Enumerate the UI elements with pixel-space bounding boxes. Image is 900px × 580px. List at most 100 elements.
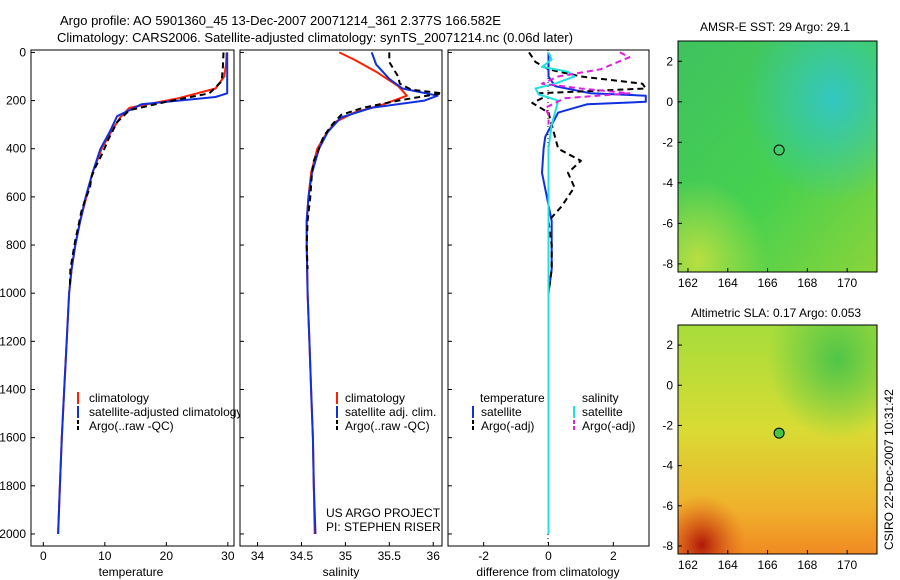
sst-map-panel: AMSR-E SST: 29 Argo: 29.1 162 164 166 168 17… <box>662 20 878 290</box>
depth-axis: 0 200 400 600 800 1000 1200 1400 1600 1800 2000 <box>0 45 35 541</box>
series-satellite-adj-clim <box>305 52 439 535</box>
y-tick-label: 1200 <box>0 334 26 348</box>
x-tick-label: 0 <box>40 549 47 563</box>
legend-label-argo: Argo(..raw -QC) <box>89 419 174 433</box>
salinity-axes-frame <box>239 49 443 547</box>
lat-tick-label: -4 <box>662 459 673 473</box>
sla-red-shading <box>678 325 877 554</box>
sst-longitude-axis: 162 164 166 168 170 <box>678 268 857 290</box>
y-tick-label: 1800 <box>0 479 26 493</box>
lat-tick-label: 0 <box>666 95 673 109</box>
temperature-profile-panel: 0 200 400 600 800 1000 1200 1400 1600 1800 2000 0 1… <box>0 45 242 579</box>
legend-label-satellite: satellite adj. clim. <box>345 405 436 419</box>
legend-label-climatology: climatology <box>89 391 149 405</box>
x-tick-label: 35 <box>339 549 353 563</box>
x-tick-label: 34.5 <box>290 549 314 563</box>
lat-tick-label: -8 <box>662 257 673 271</box>
sst-yellow-shading <box>678 41 877 272</box>
series-salinity-argo-adj <box>541 51 631 125</box>
y-tick-label: 600 <box>6 190 26 204</box>
sla-longitude-axis: 162 164 166 168 170 <box>678 550 857 572</box>
lat-tick-label: -6 <box>662 216 673 230</box>
difference-x-label: difference from climatology <box>476 565 619 579</box>
temperature-x-axis: 0 10 20 30 <box>40 542 235 563</box>
legend-label-temp-argo: Argo(-adj) <box>481 419 534 433</box>
figure-title-line1: Argo profile: AO 5901360_45 13-Dec-2007 … <box>60 13 501 28</box>
salinity-legend: climatology satellite adj. clim. Argo(..… <box>336 391 436 433</box>
sst-map-title: AMSR-E SST: 29 Argo: 29.1 <box>700 20 850 34</box>
series-satellite-adjusted-climatology <box>57 52 229 535</box>
sst-latitude-axis: 2 0 -2 -4 -6 -8 <box>662 54 682 271</box>
y-tick-label: 1600 <box>0 431 26 445</box>
lat-tick-label: -8 <box>662 539 673 553</box>
series-argo-raw-qc <box>305 52 443 270</box>
y-tick-label: 2000 <box>0 527 26 541</box>
sla-map-panel: Altimetric SLA: 0.17 Argo: 0.053 162 164 1… <box>662 306 878 572</box>
lat-tick-label: -6 <box>662 499 673 513</box>
y-tick-label: 0 <box>19 45 26 59</box>
difference-series <box>528 51 647 534</box>
lat-tick-label: 0 <box>666 378 673 392</box>
y-tick-label: 1400 <box>0 382 26 396</box>
y-tick-label: 200 <box>6 94 26 108</box>
pi-credit: PI: STEPHEN RISER <box>326 520 441 534</box>
x-tick-label: 36 <box>427 549 441 563</box>
lon-tick-label: 170 <box>837 558 857 572</box>
x-tick-label: 20 <box>160 549 174 563</box>
temperature-series <box>57 52 229 535</box>
legend-label-sal-argo: Argo(-adj) <box>582 419 635 433</box>
project-credit: US ARGO PROJECT <box>326 506 441 520</box>
lon-tick-label: 168 <box>797 276 817 290</box>
sla-map-frame <box>677 324 878 555</box>
legend-label-satellite: satellite-adjusted climatology <box>89 405 242 419</box>
legend-label-temp-satellite: satellite <box>481 405 522 419</box>
sst-map-frame <box>677 40 878 273</box>
series-temperature-satellite <box>541 52 647 534</box>
lon-tick-label: 162 <box>678 276 698 290</box>
lat-tick-label: 2 <box>666 54 673 68</box>
x-tick-label: -2 <box>478 549 489 563</box>
lat-tick-label: -2 <box>662 418 673 432</box>
legend-label-argo: Argo(..raw -QC) <box>345 419 430 433</box>
salinity-series <box>305 51 443 535</box>
sst-float-position-marker <box>773 144 785 156</box>
lat-tick-label: -4 <box>662 176 673 190</box>
x-tick-label: 35.5 <box>378 549 402 563</box>
y-tick-label: 800 <box>6 238 26 252</box>
temperature-x-label: temperature <box>99 565 164 579</box>
lon-tick-label: 164 <box>718 276 738 290</box>
y-tick-label: 1000 <box>0 286 26 300</box>
x-tick-label: 2 <box>610 549 617 563</box>
lon-tick-label: 164 <box>718 558 738 572</box>
lat-tick-label: -2 <box>662 135 673 149</box>
figure-title-line2: Climatology: CARS2006. Satellite-adjuste… <box>57 30 573 45</box>
y-tick-label: 400 <box>6 142 26 156</box>
lon-tick-label: 170 <box>837 276 857 290</box>
lon-tick-label: 166 <box>758 276 778 290</box>
lat-tick-label: 2 <box>666 338 673 352</box>
legend-label-sal-satellite: satellite <box>582 405 623 419</box>
series-salinity-satellite <box>534 51 576 534</box>
x-tick-label: 0 <box>545 549 552 563</box>
legend-header-salinity: salinity <box>582 391 619 405</box>
salinity-x-axis: 34 34.5 35 35.5 36 <box>251 542 440 563</box>
lon-tick-label: 168 <box>797 558 817 572</box>
lon-tick-label: 162 <box>678 558 698 572</box>
x-tick-label: 10 <box>98 549 112 563</box>
salinity-x-label: salinity <box>323 565 360 579</box>
sla-float-position-marker <box>773 427 785 439</box>
legend-label-climatology: climatology <box>345 391 405 405</box>
difference-legend: temperature salinity satellite Argo(-adj… <box>472 391 635 433</box>
sla-map-title: Altimetric SLA: 0.17 Argo: 0.053 <box>691 306 861 320</box>
x-tick-label: 34 <box>251 549 265 563</box>
salinity-profile-panel: 34 34.5 35 35.5 36 salinity climatology sate… <box>239 49 443 579</box>
lon-tick-label: 166 <box>758 558 778 572</box>
temperature-legend: climatology satellite-adjusted climatolo… <box>77 391 242 433</box>
sla-latitude-axis: 2 0 -2 -4 -6 -8 <box>662 338 682 553</box>
x-tick-label: 30 <box>221 549 235 563</box>
temperature-axes-frame <box>30 49 235 547</box>
timestamp-side-label: CSIRO 22-Dec-2007 10:31:42 <box>882 389 896 550</box>
series-argo-raw-qc <box>68 52 225 289</box>
difference-profile-panel: -2 0 2 difference from climatology tempera… <box>447 49 650 579</box>
